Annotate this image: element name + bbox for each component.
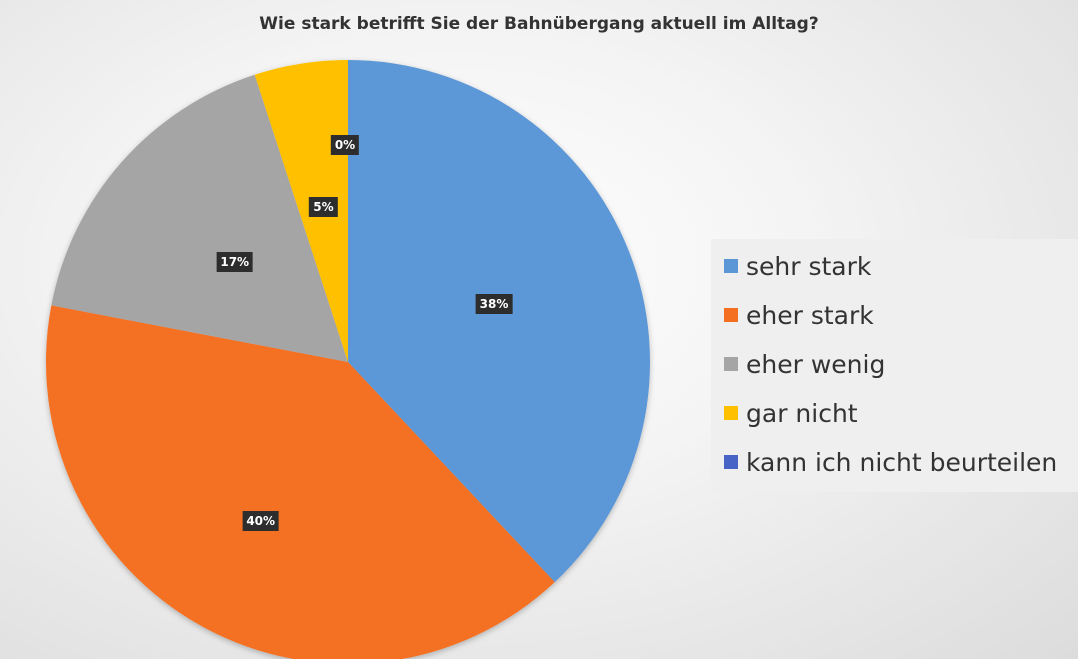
legend-swatch (724, 259, 738, 273)
legend-swatch (724, 357, 738, 371)
legend-swatch (724, 406, 738, 420)
legend-label: sehr stark (746, 251, 872, 281)
legend-label: gar nicht (746, 398, 858, 428)
data-label-eher-stark: 40% (242, 510, 280, 531)
data-label-sehr-stark: 38% (475, 294, 513, 315)
legend-item-sehr-stark: sehr stark (724, 251, 871, 281)
pie-slice-sehr-stark (348, 60, 650, 583)
legend-label: eher stark (746, 300, 874, 330)
legend-item-gar-nicht: gar nicht (724, 398, 858, 428)
legend-swatch (724, 308, 738, 322)
legend: sehr stark eher stark eher wenig gar nicht k… (711, 239, 1078, 492)
legend-item-kann-ich-nicht-beurteilen: kann ich nicht beurteilen (724, 447, 1057, 477)
pie-slice-eher-wenig (51, 74, 349, 362)
legend-swatch (724, 455, 738, 469)
pie-slice-gar-nicht (254, 60, 348, 362)
chart-title: Wie stark betrifft Sie der Bahnübergang … (259, 14, 819, 34)
legend-item-eher-stark: eher stark (724, 300, 874, 330)
data-label-kann-ich-nicht-beurteilen: 0% (330, 134, 360, 155)
pie-slice-eher-stark (46, 305, 555, 659)
data-label-eher-wenig: 17% (216, 252, 254, 273)
legend-item-eher-wenig: eher wenig (724, 349, 885, 379)
legend-label: eher wenig (746, 349, 886, 379)
legend-label: kann ich nicht beurteilen (746, 447, 1058, 477)
data-label-gar-nicht: 5% (309, 196, 338, 217)
